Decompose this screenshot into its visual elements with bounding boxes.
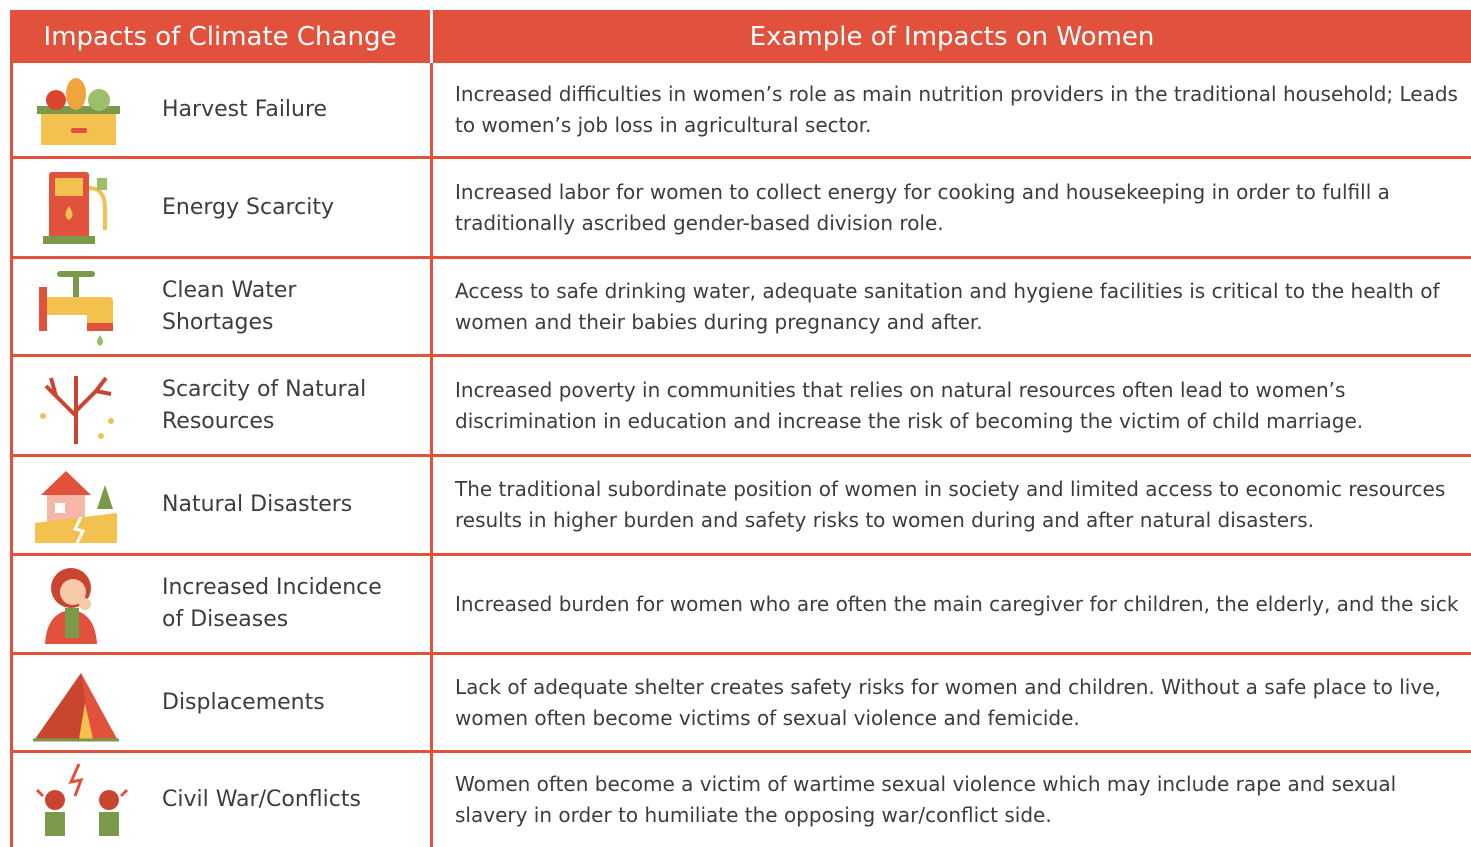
description-cell: Increased poverty in communities that re… bbox=[433, 357, 1471, 454]
impact-label: Scarcity of Natural Resources bbox=[162, 374, 387, 438]
table-row: Natural Disasters The traditional subord… bbox=[10, 457, 1471, 556]
impact-cell: Displacements bbox=[13, 655, 433, 750]
conflict-icon bbox=[31, 760, 141, 840]
impact-cell: Natural Disasters bbox=[13, 457, 433, 553]
dead-tree-icon bbox=[31, 366, 121, 446]
description: Increased difficulties in women’s role a… bbox=[455, 79, 1461, 141]
table-row: Clean Water Shortages Access to safe dri… bbox=[10, 259, 1471, 357]
impact-cell: Increased Incidence of Diseases bbox=[13, 556, 433, 652]
header-cell: Example of Impacts on Women bbox=[433, 10, 1471, 63]
table-row: Increased Incidence of Diseases Increase… bbox=[10, 556, 1471, 655]
description-cell: Increased difficulties in women’s role a… bbox=[433, 63, 1471, 156]
description-cell: Increased labor for women to collect ene… bbox=[433, 159, 1471, 256]
description-cell: Women often become a victim of wartime s… bbox=[433, 753, 1471, 847]
table-header: Impacts of Climate Change Example of Imp… bbox=[10, 10, 1471, 63]
description-cell: The traditional subordinate position of … bbox=[433, 457, 1471, 553]
description: The traditional subordinate position of … bbox=[455, 474, 1461, 536]
impact-label: Civil War/Conflicts bbox=[162, 784, 361, 816]
description-cell: Lack of adequate shelter creates safety … bbox=[433, 655, 1471, 750]
impact-cell: Energy Scarcity bbox=[13, 159, 433, 256]
impact-label: Clean Water Shortages bbox=[162, 275, 387, 339]
fuel-icon bbox=[31, 168, 121, 248]
harvest-icon bbox=[31, 70, 121, 150]
table-row: Civil War/Conflicts Women often become a… bbox=[10, 753, 1471, 847]
description: Access to safe drinking water, adequate … bbox=[455, 276, 1461, 338]
impact-cell: Harvest Failure bbox=[13, 63, 433, 156]
description: Lack of adequate shelter creates safety … bbox=[455, 672, 1461, 734]
impact-cell: Scarcity of Natural Resources bbox=[13, 357, 433, 454]
impact-cell: Civil War/Conflicts bbox=[13, 753, 433, 847]
disaster-icon bbox=[31, 465, 121, 545]
description: Women often become a victim of wartime s… bbox=[455, 769, 1461, 831]
impact-label: Natural Disasters bbox=[162, 489, 352, 521]
table-row: Displacements Lack of adequate shelter c… bbox=[10, 655, 1471, 753]
table-row: Harvest Failure Increased difficulties i… bbox=[10, 63, 1471, 159]
table-row: Energy Scarcity Increased labor for wome… bbox=[10, 159, 1471, 259]
description-cell: Access to safe drinking water, adequate … bbox=[433, 259, 1471, 354]
sick-woman-icon bbox=[31, 564, 121, 644]
impact-cell: Clean Water Shortages bbox=[13, 259, 433, 354]
impact-label: Displacements bbox=[162, 687, 325, 719]
description: Increased burden for women who are often… bbox=[455, 589, 1458, 620]
description-cell: Increased burden for women who are often… bbox=[433, 556, 1471, 652]
page: Impacts of Climate Change Example of Imp… bbox=[0, 0, 1471, 847]
table-row: Scarcity of Natural Resources Increased … bbox=[10, 357, 1471, 457]
impact-label: Harvest Failure bbox=[162, 94, 327, 126]
description: Increased labor for women to collect ene… bbox=[455, 177, 1461, 239]
description: Increased poverty in communities that re… bbox=[455, 375, 1461, 437]
tap-icon bbox=[31, 267, 121, 347]
impact-label: Energy Scarcity bbox=[162, 192, 334, 224]
tent-icon bbox=[31, 663, 121, 743]
impact-label: Increased Incidence of Diseases bbox=[162, 572, 387, 636]
header-cell: Impacts of Climate Change bbox=[10, 10, 430, 63]
